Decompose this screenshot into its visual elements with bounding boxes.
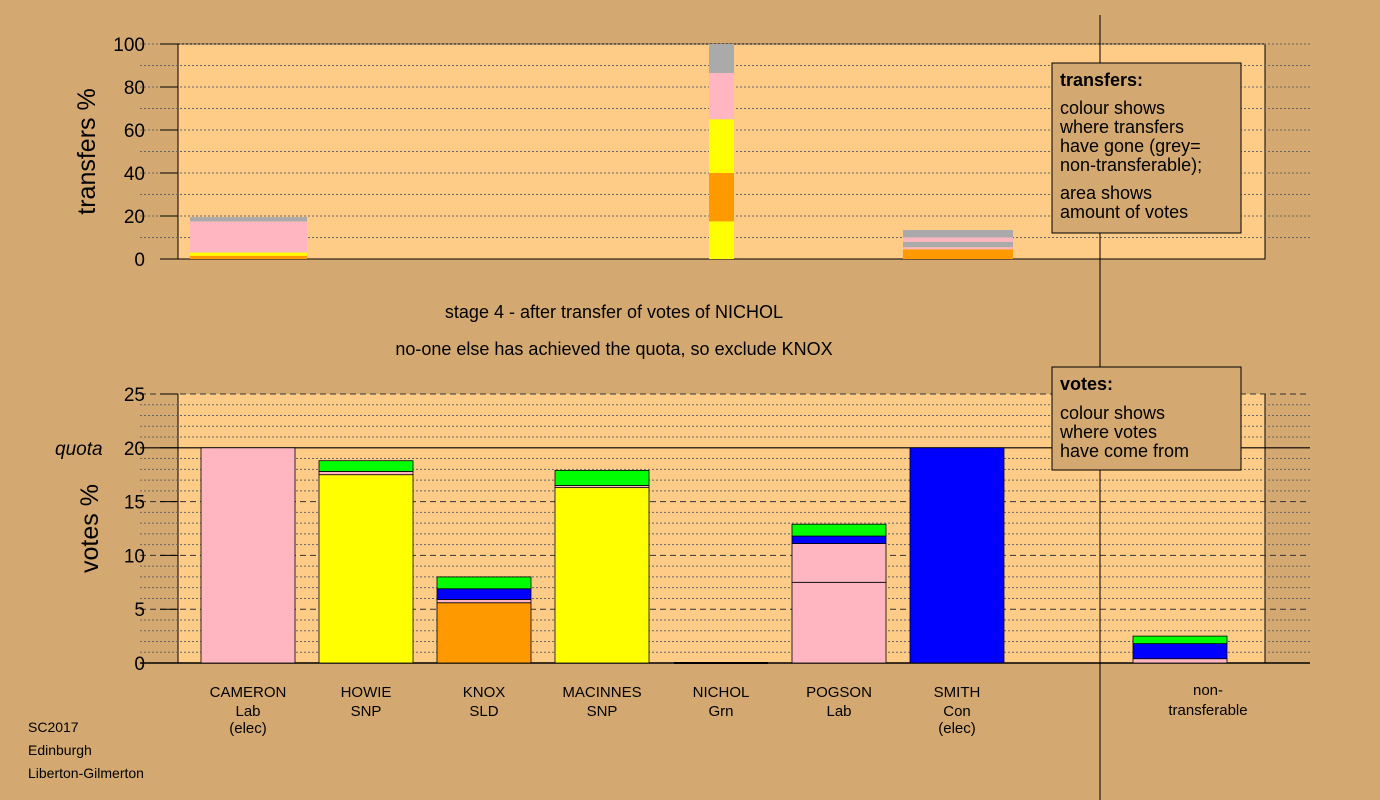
transfer-segment (190, 252, 307, 256)
candidate-party: Lab (235, 703, 260, 720)
footer-line: Liberton-Gilmerton (28, 765, 144, 781)
votes-legend-line: have come from (1060, 441, 1189, 461)
transfers-legend-line: non-transferable); (1060, 155, 1202, 175)
candidate-name: POGSON (806, 684, 872, 701)
votes-tick-label: 0 (134, 654, 145, 675)
stage-note: no-one else has achieved the quota, so e… (395, 339, 832, 359)
votes-tick-label: 10 (124, 546, 145, 567)
votes-legend: votes: colour shows where votes have com… (1051, 366, 1242, 471)
transfers-tick-label: 60 (124, 121, 145, 142)
candidate-name: HOWIE (341, 684, 392, 701)
votes-axis-label: votes % (76, 484, 104, 573)
candidate-status: (elec) (229, 720, 267, 737)
transfer-segment (903, 241, 1013, 248)
votes-legend-box (1051, 366, 1242, 471)
transfer-segment (903, 247, 1013, 250)
transfer-segment (903, 249, 1013, 259)
transfers-legend-line: area shows (1060, 183, 1152, 203)
transfer-segment (709, 221, 734, 259)
vote-segment (436, 599, 532, 604)
transfer-segment (190, 255, 307, 259)
vote-segment (436, 588, 532, 600)
vote-segment (791, 581, 887, 664)
vote-segment (791, 523, 887, 537)
candidate-name: MACINNES (562, 684, 641, 701)
candidate-status: (elec) (938, 720, 976, 737)
transfers-legend-line: amount of votes (1060, 202, 1188, 222)
transfer-segment (190, 221, 307, 253)
transfers-legend-title: transfers: (1060, 70, 1143, 90)
transfers-legend: transfers: colour shows where transfers … (1051, 62, 1242, 234)
vote-segment (436, 576, 532, 590)
candidate-party: SNP (351, 703, 382, 720)
vote-segment (436, 602, 532, 664)
votes-tick-label: 20 (124, 439, 145, 460)
transfer-segment (190, 217, 307, 222)
votes-legend-line: colour shows (1060, 403, 1165, 423)
candidate-party: Grn (708, 703, 733, 720)
footer: SC2017 Edinburgh Liberton-Gilmerton (28, 719, 144, 781)
candidate-party: Lab (826, 703, 851, 720)
votes-legend-line: where votes (1059, 422, 1157, 442)
vote-segment (791, 535, 887, 544)
transfers-legend-box (1051, 62, 1242, 234)
candidate-party: SLD (469, 703, 498, 720)
transfers-tick-label: 80 (124, 78, 145, 99)
quota-label: quota (55, 439, 103, 460)
transfer-segment (903, 237, 1013, 242)
transfers-tick-label: 20 (124, 207, 145, 228)
candidate-labels: CAMERONLab(elec)HOWIESNPKNOXSLDMACINNESS… (210, 682, 1248, 737)
candidate-party: Con (943, 703, 971, 720)
transfers-legend-line: where transfers (1059, 117, 1184, 137)
transfers-axis-label: transfers % (73, 88, 101, 214)
transfers-tick-label: 0 (134, 250, 145, 271)
transfer-segment (709, 73, 734, 120)
votes-tick-label: 25 (124, 385, 145, 406)
nontransferable-label: non- (1193, 682, 1223, 699)
vote-segment (318, 460, 414, 472)
vote-segment (1132, 658, 1228, 664)
transfer-segment (709, 44, 734, 74)
transfer-segment (709, 119, 734, 173)
vote-segment (791, 543, 887, 583)
transfer-segment (709, 173, 734, 222)
vote-segment (318, 474, 414, 664)
transfers-tick-label: 100 (113, 35, 145, 56)
vote-segment (1132, 643, 1228, 660)
vote-segment (554, 487, 650, 664)
votes-tick-label: 5 (134, 600, 145, 621)
transfers-tick-label: 40 (124, 164, 145, 185)
vote-segment (1132, 635, 1228, 645)
vote-segment (200, 447, 296, 664)
votes-tick-label: 15 (124, 493, 145, 514)
footer-line: SC2017 (28, 719, 79, 735)
transfer-segment (903, 229, 1013, 238)
candidate-name: NICHOL (693, 684, 750, 701)
nontransferable-label: transferable (1168, 702, 1247, 719)
vote-segment (554, 469, 650, 486)
stage-title: stage 4 - after transfer of votes of NIC… (445, 302, 783, 322)
transfers-legend-line: have gone (grey= (1060, 136, 1201, 156)
footer-line: Edinburgh (28, 742, 92, 758)
candidate-name: KNOX (463, 684, 506, 701)
candidate-party: SNP (587, 703, 618, 720)
vote-segment (318, 471, 414, 476)
votes-legend-title: votes: (1060, 374, 1113, 394)
candidate-name: CAMERON (210, 684, 287, 701)
transfers-legend-line: colour shows (1060, 98, 1165, 118)
vote-segment (909, 447, 1005, 664)
candidate-name: SMITH (934, 684, 981, 701)
